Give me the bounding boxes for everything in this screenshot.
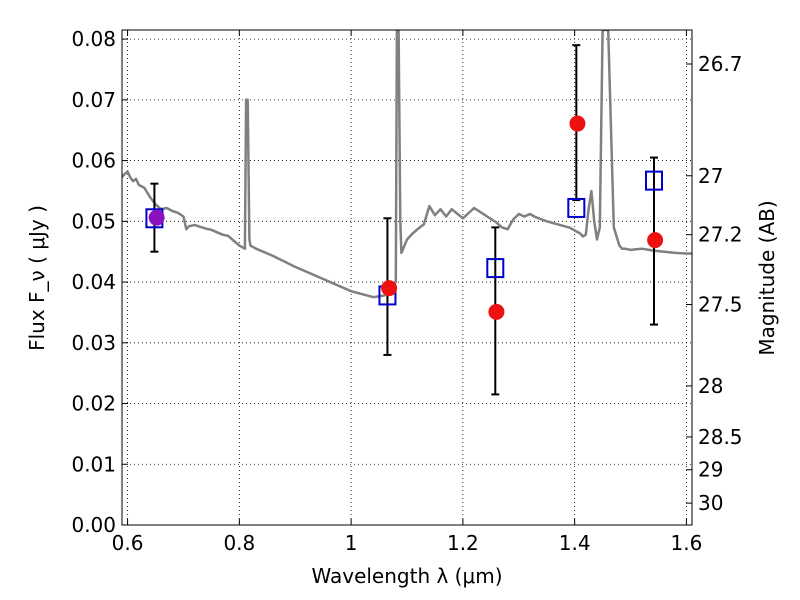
y-tick-label: 0.07 — [71, 88, 116, 112]
observed-flux-point — [488, 303, 505, 320]
y-tick-label: 0.03 — [71, 331, 116, 355]
plot-frame — [121, 29, 693, 526]
y-tick-label: 0.04 — [71, 270, 116, 294]
magnitude-tick-label: 28 — [698, 374, 723, 398]
observed-flux-point — [647, 232, 664, 249]
observed-flux-point — [381, 280, 398, 297]
y-axis-right-label: Magnitude (AB) — [755, 200, 779, 355]
x-tick-label: 1 — [345, 531, 358, 555]
magnitude-tick-label: 29 — [698, 458, 723, 482]
x-tick-label: 0.8 — [223, 531, 255, 555]
y-tick-label: 0.00 — [71, 513, 116, 537]
series-layer — [122, 30, 692, 299]
x-tick-label: 1.2 — [447, 531, 479, 555]
model-flux-marker — [567, 197, 586, 218]
model-spectrum-line — [122, 30, 692, 299]
x-tick-label: 1.6 — [671, 531, 703, 555]
y-tick-label: 0.01 — [71, 452, 116, 476]
model-flux-marker — [645, 170, 663, 191]
model-flux-marker — [486, 258, 505, 279]
x-axis-label: Wavelength λ (μm) — [311, 564, 502, 588]
marker-layer — [145, 44, 664, 396]
magnitude-tick-label: 30 — [698, 491, 723, 515]
observed-flux-point — [148, 209, 165, 226]
x-tick-label: 1.4 — [559, 531, 591, 555]
y-tick-label: 0.06 — [71, 149, 116, 173]
y-tick-label: 0.02 — [71, 392, 116, 416]
y-tick-label: 0.08 — [71, 27, 116, 51]
y-axis-label: Flux F_ν ( μJy ) — [25, 205, 49, 351]
magnitude-tick-label: 27 — [698, 164, 723, 188]
observed-flux-point — [569, 115, 586, 132]
x-tick-label: 0.6 — [112, 531, 144, 555]
magnitude-tick-label: 27.2 — [698, 223, 743, 247]
tick-layer: 0.6 0.8 1 1.2 1.4 1.6 0.00 0.01 0.02 0.03 0.04 0.05… — [71, 27, 742, 555]
magnitude-tick-label: 26.7 — [698, 52, 743, 76]
magnitude-tick-label: 27.5 — [698, 293, 743, 317]
magnitude-tick-label: 28.5 — [698, 425, 743, 449]
y-tick-label: 0.05 — [71, 209, 116, 233]
